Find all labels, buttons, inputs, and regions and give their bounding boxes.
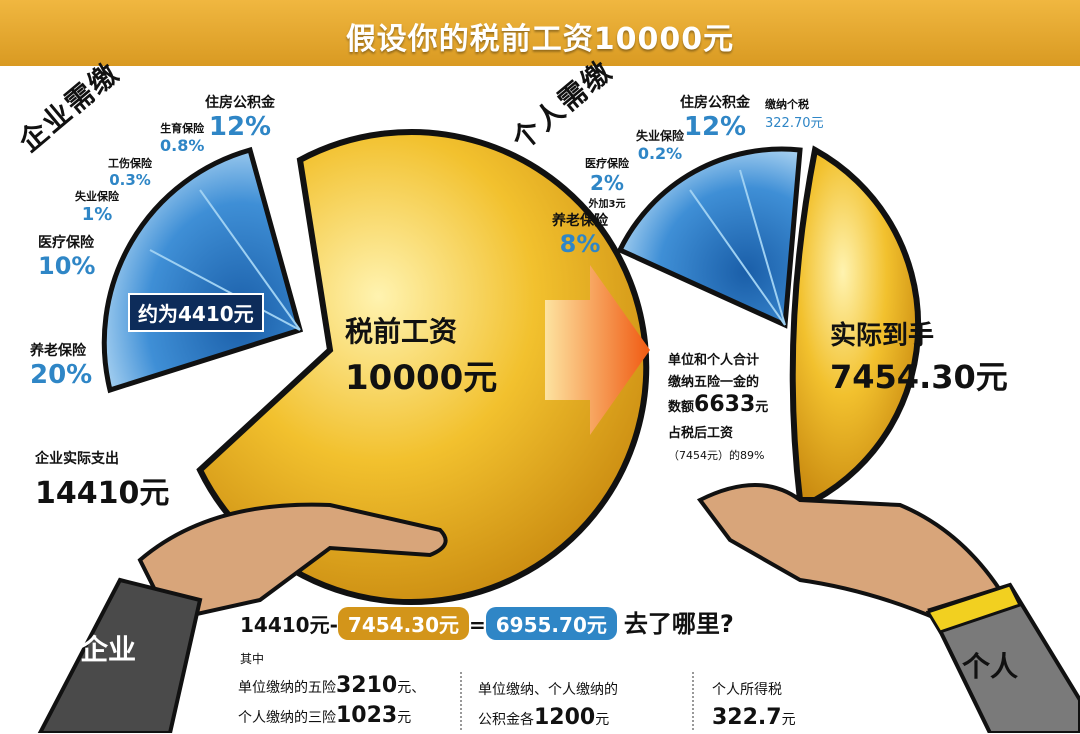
equation-b: 7454.30元	[337, 607, 469, 640]
individual-item-pension: 养老保险 8%	[552, 213, 608, 258]
equation: 14410元- 7454.30元 = 6955.70元 去了哪里?	[240, 604, 734, 640]
page-title: 假设你的税前工资10000元	[345, 22, 735, 57]
enterprise-hand-label: 企业	[80, 633, 137, 666]
breakdown-col1: 单位缴纳的五险3210元、 个人缴纳的三险1023元	[238, 673, 426, 728]
left-sleeve	[37, 577, 203, 733]
divider-2	[692, 672, 694, 730]
enterprise-item-housing: 住房公积金 12%	[205, 95, 275, 142]
individual-item-medical: 医疗保险 2% 外加3元	[585, 157, 629, 210]
enterprise-item-unemployment: 失业保险 1%	[75, 190, 119, 225]
individual-hand-label: 个人	[962, 650, 1019, 683]
individual-tax: 缴纳个税 322.70元	[765, 98, 824, 131]
middle-note: 单位和个人合计 缴纳五险一金的 数额6633元 占税后工资 （7454元）的89…	[668, 353, 769, 462]
right-coin	[789, 145, 922, 503]
right-blue-wedge	[616, 146, 803, 329]
left-hand	[137, 502, 448, 623]
enterprise-item-maternity: 生育保险 0.8%	[160, 122, 205, 155]
divider-1	[460, 672, 462, 730]
left-coin	[196, 129, 650, 605]
breakdown-intro: 其中	[240, 652, 265, 666]
enterprise-approx: 约为4410元	[128, 293, 264, 332]
arrow-icon	[545, 265, 650, 435]
equation-c: 6955.70元	[485, 607, 617, 640]
individual-item-housing: 住房公积金 12%	[680, 95, 750, 142]
enterprise-item-injury: 工伤保险 0.3%	[108, 157, 152, 189]
header-banner	[0, 0, 1080, 66]
enterprise-actual: 企业实际支出 14410元	[35, 451, 170, 511]
enterprise-item-medical: 医疗保险 10%	[38, 235, 96, 280]
individual-item-unemployment: 失业保险 0.2%	[636, 129, 685, 163]
enterprise-item-pension: 养老保险 20%	[30, 343, 93, 390]
right-hand	[696, 483, 1003, 623]
breakdown-col3: 个人所得税 322.7元	[712, 682, 796, 730]
coin-left-text: 税前工资 10000元	[345, 315, 498, 398]
breakdown-col2: 单位缴纳、个人缴纳的 公积金各1200元	[478, 682, 618, 730]
coin-right-text: 实际到手 7454.30元	[830, 321, 1008, 396]
